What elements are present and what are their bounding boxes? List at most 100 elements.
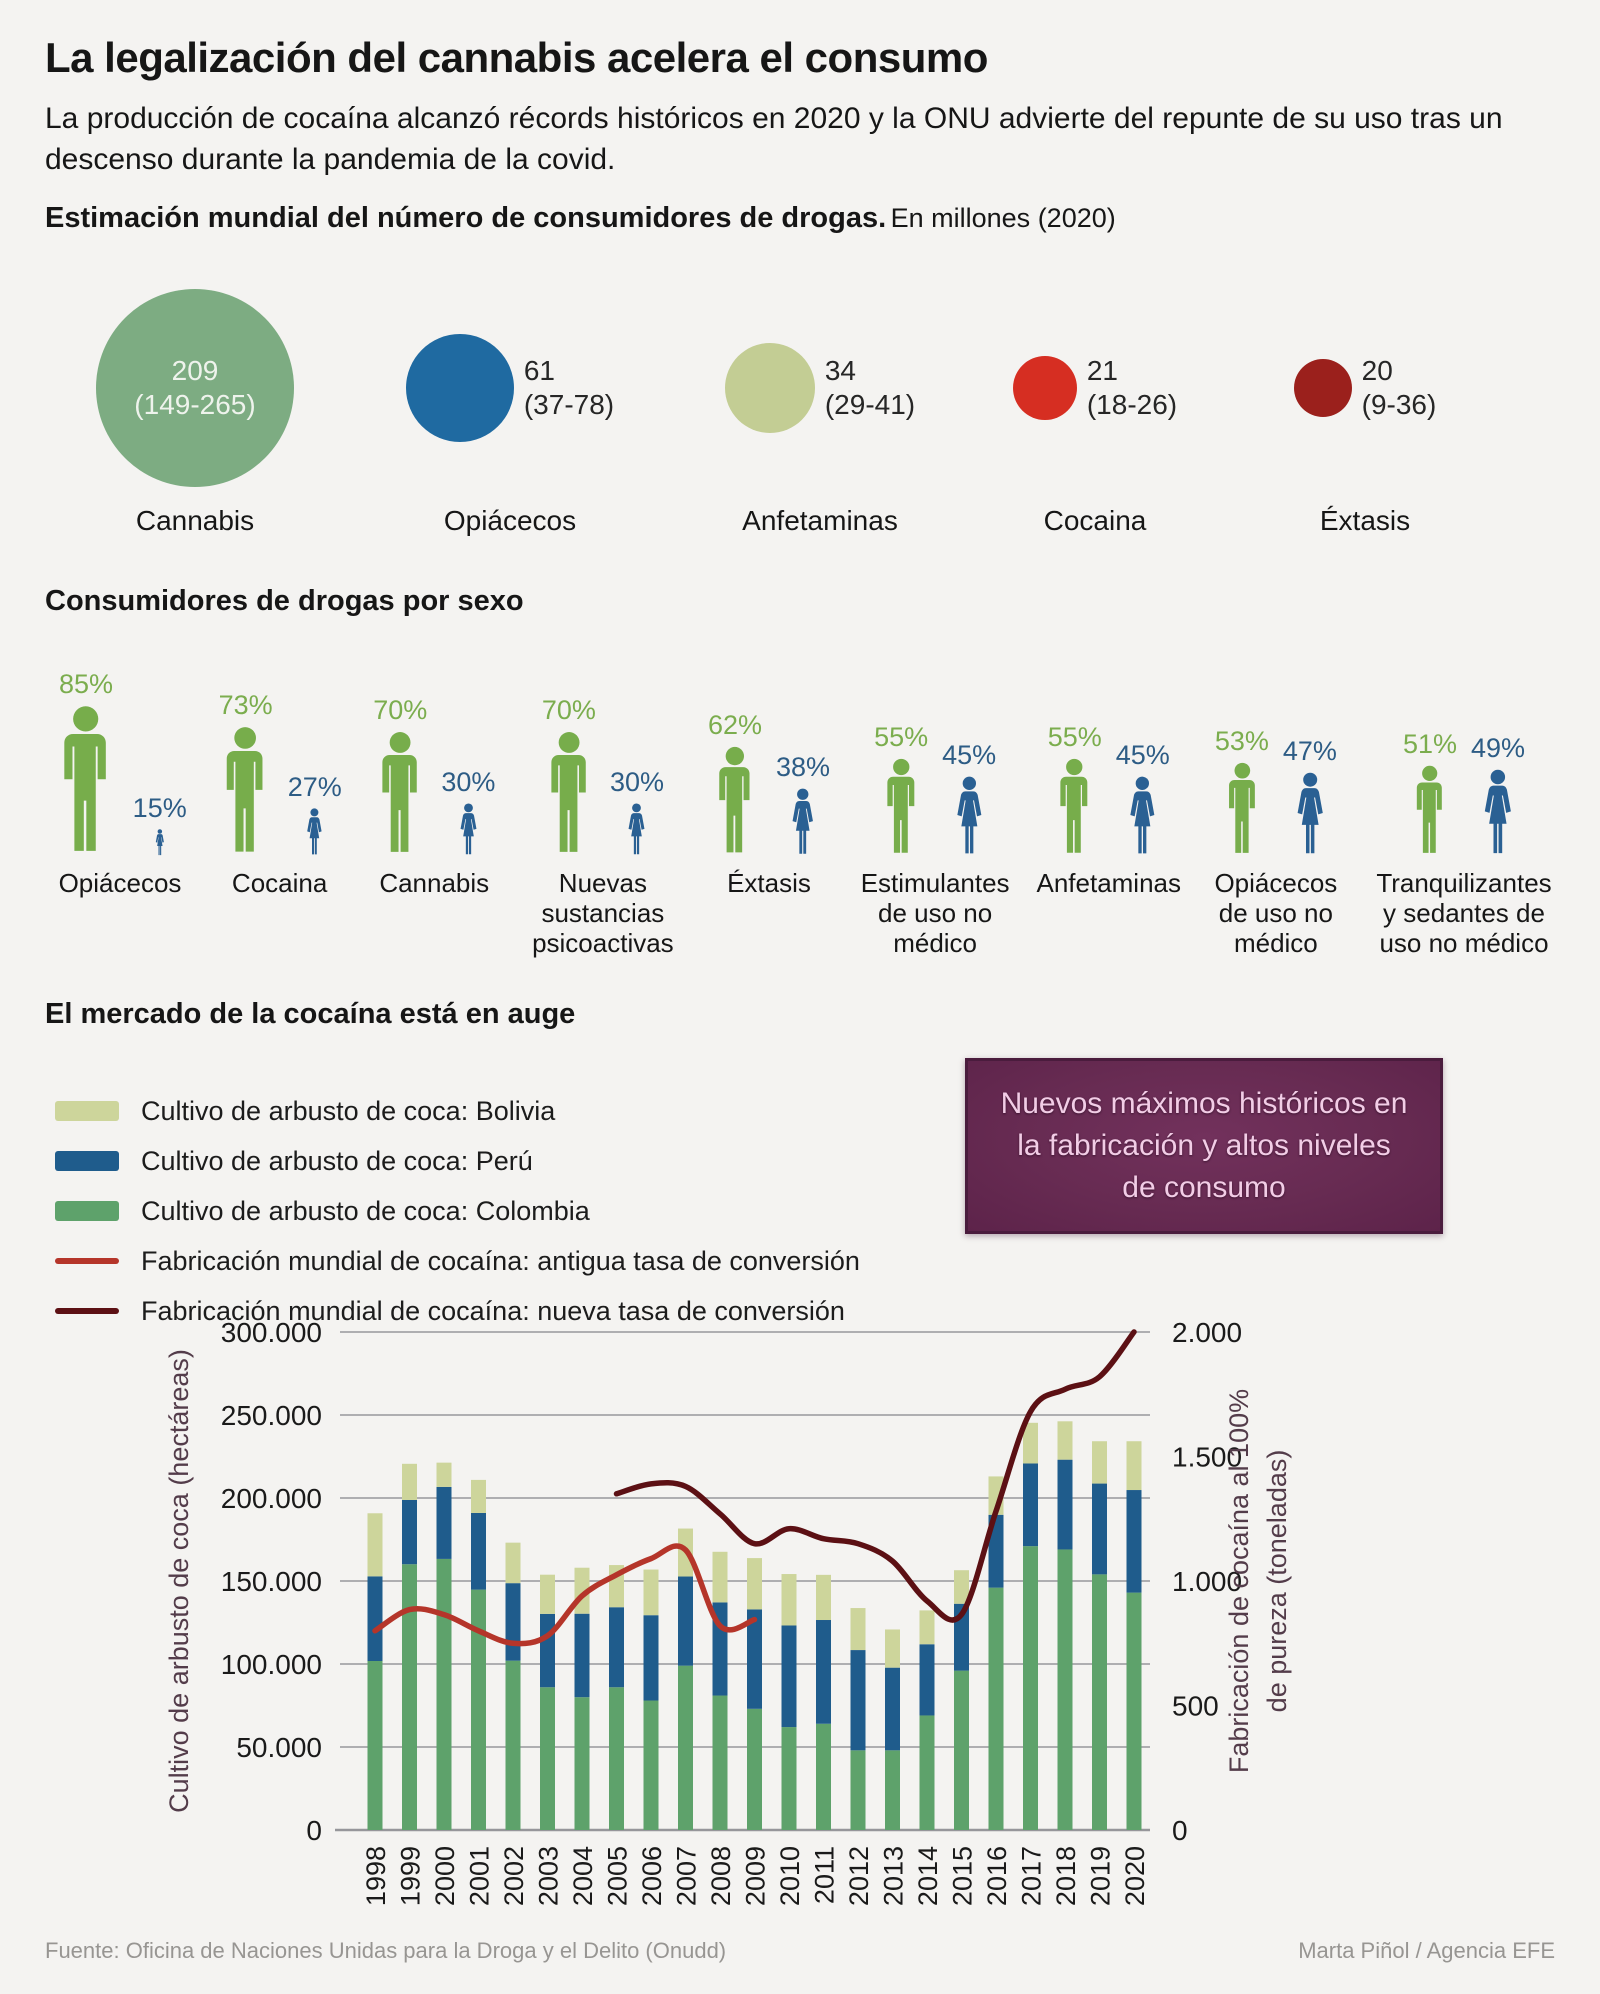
sex-figure-female: 38% [776, 752, 830, 856]
bar-segment [609, 1687, 624, 1830]
year-label: 2000 [430, 1846, 460, 1906]
year-label: 2010 [775, 1846, 805, 1906]
drug-value-range: (29-41) [824, 389, 916, 420]
bar-segment [609, 1607, 624, 1688]
legend-line-swatch [55, 1258, 119, 1264]
bar-2002 [505, 1542, 521, 1830]
year-label: 1999 [396, 1846, 426, 1906]
market-heading: El mercado de la cocaína está en auge [45, 998, 576, 1030]
year-label: 2014 [913, 1846, 943, 1906]
woman-icon [307, 808, 322, 855]
man-icon [227, 727, 263, 852]
bar-segment [747, 1708, 762, 1830]
woman-icon [460, 803, 477, 855]
year-label: 2020 [1120, 1846, 1150, 1906]
man-icon [382, 732, 417, 852]
man-icon [551, 732, 586, 852]
bar-segment [781, 1625, 797, 1728]
drug-value-number: 209 [171, 355, 219, 386]
sex-group: 55% 45% Estimulantes de uso no médico [851, 628, 1019, 958]
bar-segment [367, 1576, 383, 1662]
bar-segment [954, 1570, 969, 1604]
bar-segment [919, 1610, 935, 1645]
sex-group: 55% 45% Anfetaminas [1034, 628, 1184, 958]
right-tick-label: 1.000 [1172, 1566, 1242, 1597]
bar-2004 [574, 1567, 590, 1830]
sex-figures: 70% 30% [373, 628, 495, 856]
woman-icon [957, 776, 982, 854]
bar-segment [402, 1499, 417, 1565]
bar-segment [402, 1463, 417, 1500]
bar-2006 [643, 1569, 659, 1830]
drug-value-range: (149-265) [134, 389, 256, 420]
bar-2017 [1023, 1422, 1038, 1830]
bar-segment [1023, 1546, 1038, 1830]
woman-icon [957, 776, 982, 854]
drug-label: Anfetaminas [742, 505, 898, 536]
sex-figures: 85% 15% [53, 628, 187, 856]
year-label: 2017 [1017, 1846, 1047, 1906]
bar-segment [540, 1613, 555, 1688]
sex-group: 85% 15% Opiácecos [45, 628, 195, 958]
bar-segment [436, 1558, 452, 1830]
bar-segment [505, 1583, 521, 1661]
female-percentage: 49% [1471, 733, 1526, 763]
woman-icon [307, 808, 322, 855]
sex-figure-male: 51% [1403, 729, 1457, 856]
man-icon [887, 758, 915, 853]
bar-segment [1023, 1422, 1038, 1464]
legend-label: Cultivo de arbusto de coca: Colombia [141, 1195, 590, 1226]
right-tick-label: 500 [1172, 1691, 1219, 1722]
male-percentage: 55% [874, 722, 929, 752]
woman-icon [792, 788, 814, 854]
drug-users-heading-bold: Estimación mundial del número de consumi… [45, 202, 887, 234]
man-icon [1228, 762, 1255, 853]
left-tick-label: 150.000 [221, 1566, 322, 1597]
bar-segment [1126, 1592, 1142, 1830]
drug-value: 20 (9-36) [1362, 354, 1437, 422]
drug-value: 209 (149-265) [96, 289, 294, 487]
male-percentage: 51% [1402, 729, 1457, 759]
sex-figures: 73% 27% [217, 628, 342, 856]
drug-bubble [724, 343, 815, 433]
legend-swatch [55, 1101, 119, 1121]
legend-row: Fabricación mundial de cocaína: nueva ta… [55, 1286, 860, 1336]
sex-figures: 70% 30% [542, 628, 664, 856]
male-percentage: 70% [541, 695, 596, 725]
bar-segment [816, 1723, 831, 1830]
legend-swatch [55, 1201, 119, 1221]
by-sex-groups: 85% 15% Opiácecos 73% 27% Cocaina 70% 30% Cannab… [45, 628, 1560, 958]
man-icon [1417, 765, 1443, 853]
drug-label: Cocaina [1043, 505, 1147, 536]
sex-group: 53% 47% Opiácecos de uso no médico [1198, 628, 1353, 958]
male-percentage: 73% [218, 690, 273, 720]
bar-segment [850, 1650, 866, 1751]
drug-value-range: (18-26) [1086, 389, 1178, 420]
man-icon [719, 746, 750, 853]
sex-group: 70% 30% Cannabis [364, 628, 504, 958]
bar-2014 [919, 1610, 935, 1830]
drug-label: Éxtasis [1319, 505, 1411, 536]
bar-segment [988, 1587, 1004, 1830]
drug-bubble [405, 334, 514, 442]
drug-value: 21 (18-26) [1087, 354, 1177, 422]
bar-segment [678, 1665, 693, 1830]
man-icon [1060, 758, 1088, 853]
drug-label: Opiácecos [443, 505, 577, 536]
bar-segment [747, 1609, 762, 1709]
left-tick-label: 100.000 [221, 1649, 322, 1680]
left-axis-ticks: 0 50.000 100.000 150.000 200.000 250.000 300.0… [221, 1317, 322, 1846]
bar-segment [1126, 1490, 1142, 1593]
bar-segment [919, 1715, 935, 1830]
drug-users-item: 20 (9-36) [1225, 354, 1505, 422]
drug-value-range: (37-78) [523, 389, 615, 420]
year-label: 2005 [603, 1846, 633, 1906]
sex-group-label: Nuevas sustancias psicoactivas [532, 868, 674, 958]
bar-segment [850, 1750, 866, 1830]
line-antigua-tasa [372, 1543, 758, 1647]
female-percentage: 38% [776, 752, 831, 782]
sex-group: 73% 27% Cocaina [210, 628, 350, 958]
man-icon [64, 706, 107, 851]
right-axis-ticks: 0 500 1.000 1.500 2.000 [1172, 1317, 1242, 1846]
bar-segment [471, 1512, 486, 1590]
